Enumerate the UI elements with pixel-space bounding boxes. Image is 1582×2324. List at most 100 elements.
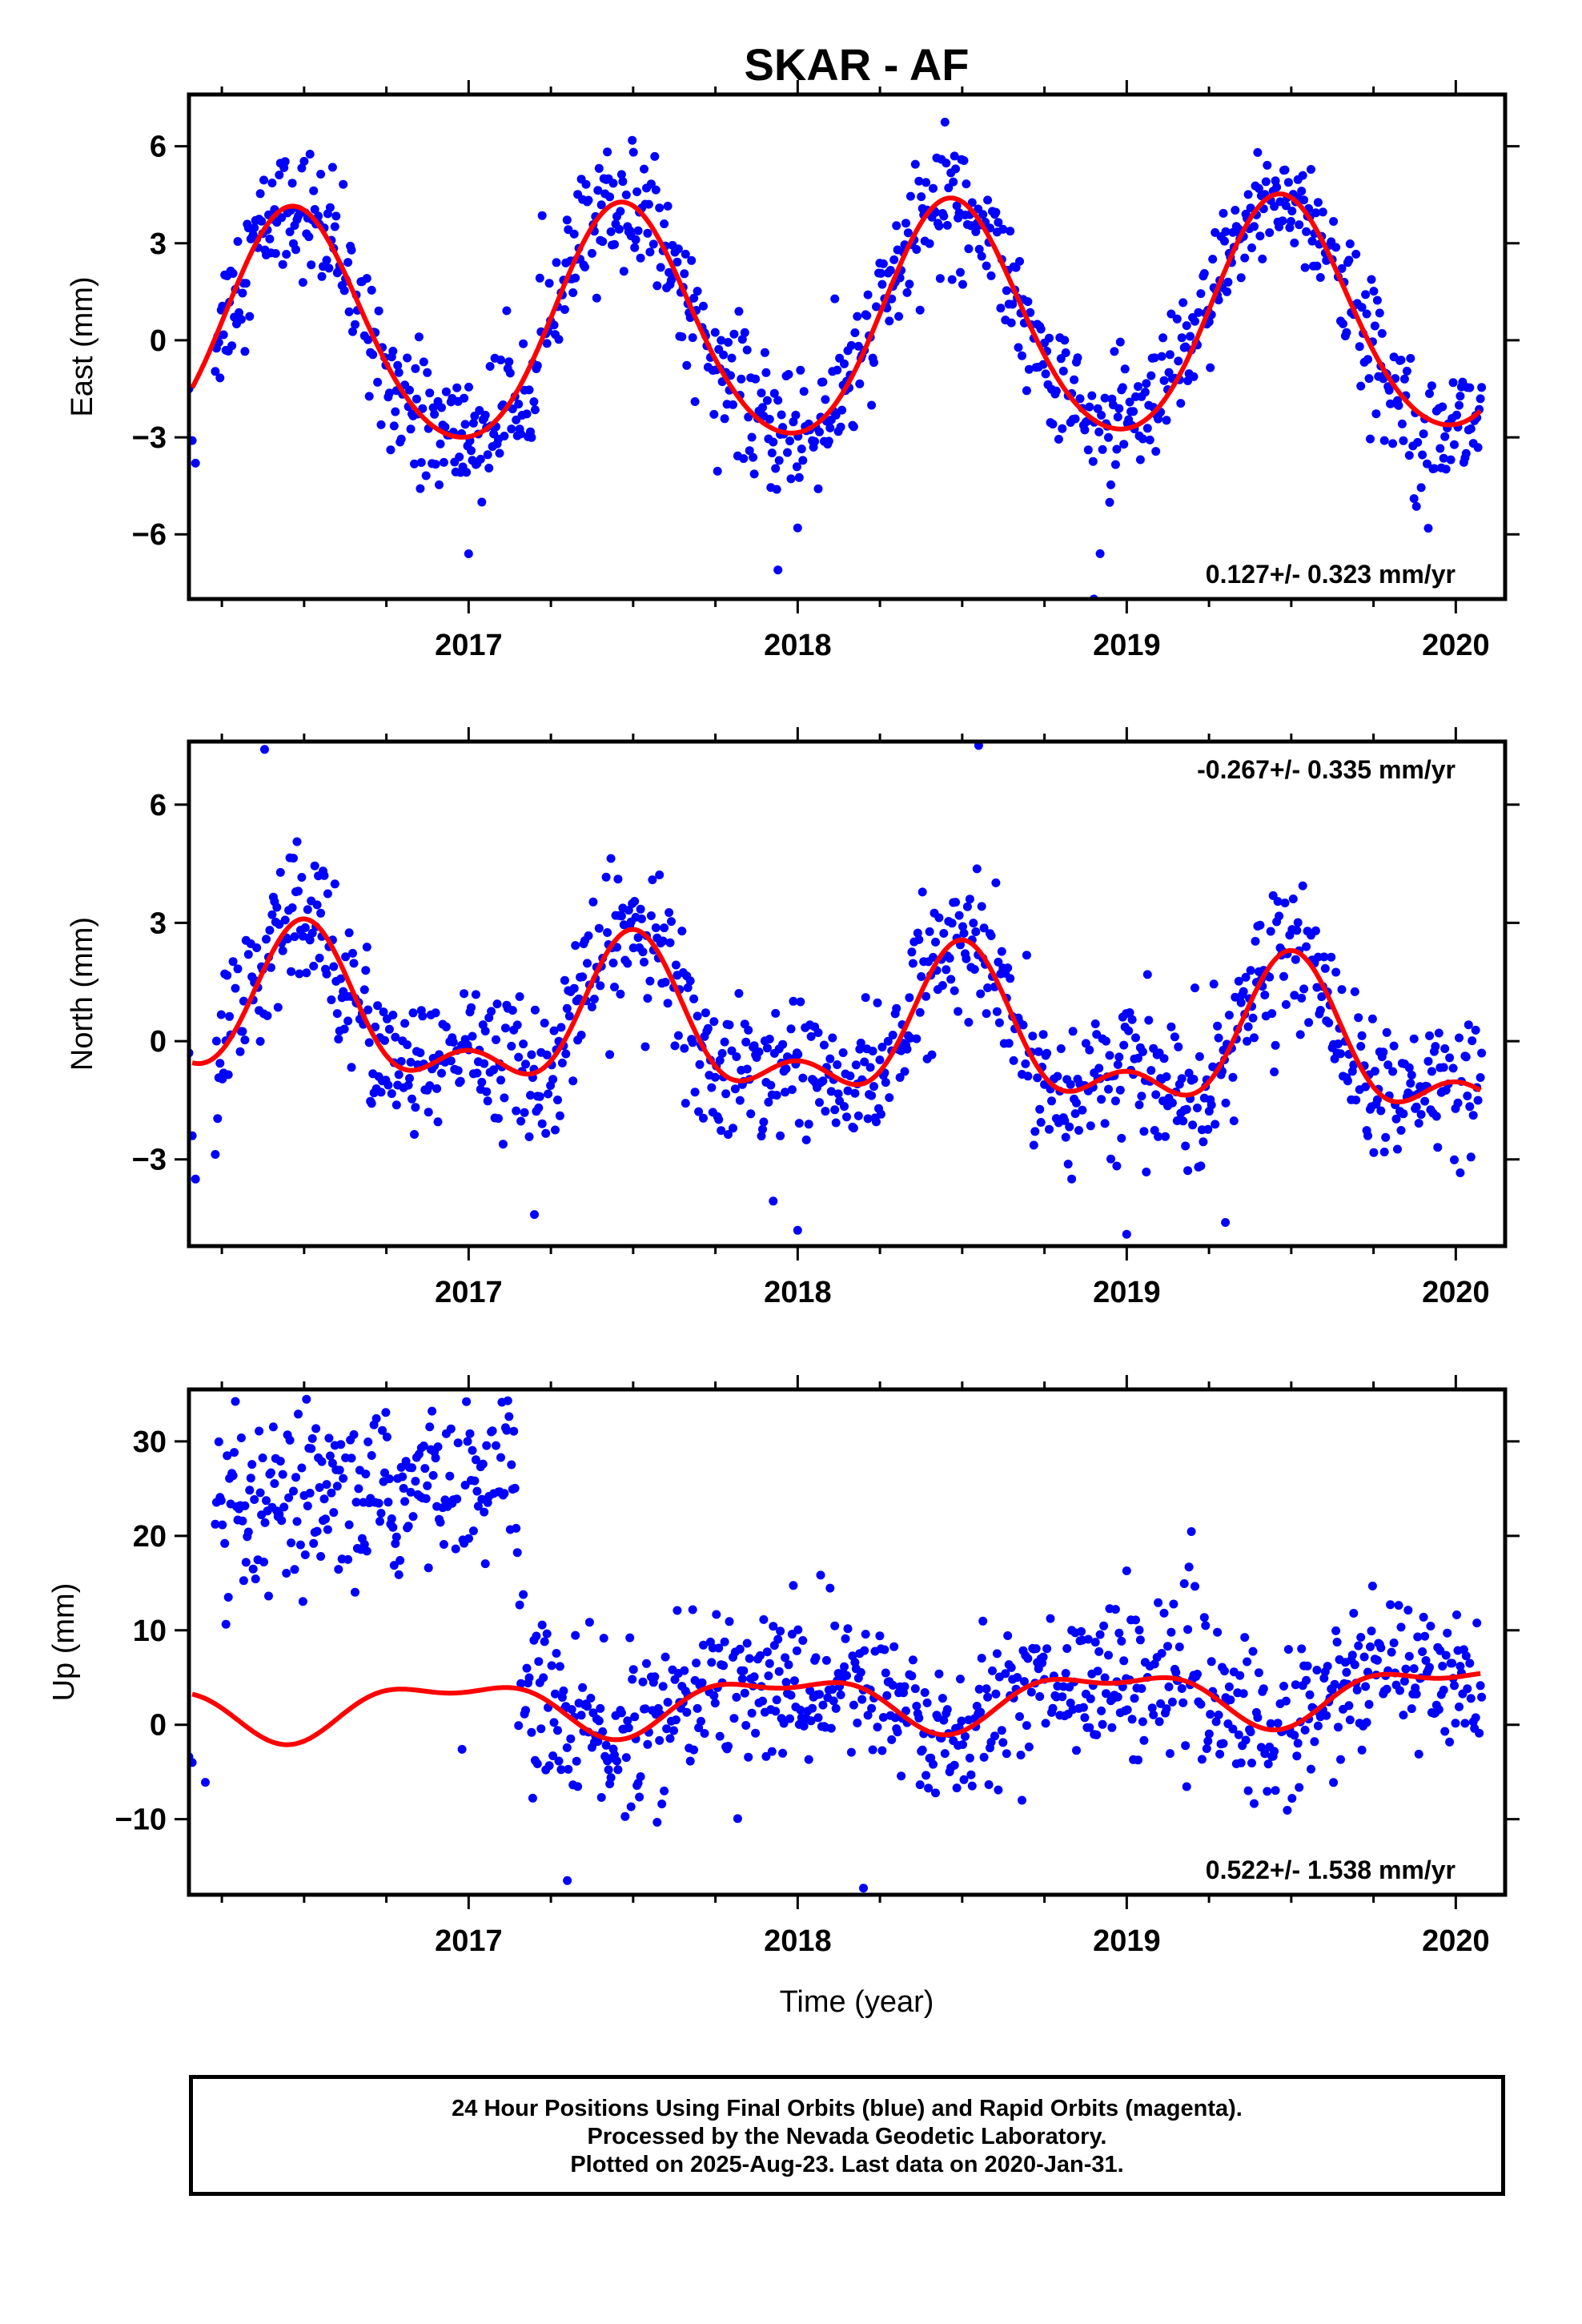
data-point <box>614 224 624 234</box>
data-point <box>1311 208 1320 218</box>
data-point <box>643 228 652 238</box>
data-point <box>860 1646 869 1655</box>
data-point <box>811 1653 821 1663</box>
data-point <box>1196 1699 1206 1709</box>
data-point <box>1090 1638 1100 1647</box>
data-point <box>1382 1027 1391 1037</box>
data-point <box>1384 385 1394 395</box>
data-point <box>996 304 1006 313</box>
data-point <box>492 1035 500 1044</box>
data-point <box>1280 165 1290 175</box>
y-axis-label-north: North (mm) <box>66 917 99 1071</box>
data-point <box>958 922 967 931</box>
data-point <box>432 1084 442 1093</box>
y-tick-label: 30 <box>133 1425 167 1459</box>
data-point <box>1344 1701 1354 1711</box>
data-point <box>997 947 1006 956</box>
data-point <box>468 418 478 428</box>
data-point <box>1293 918 1303 927</box>
data-point <box>1094 427 1104 436</box>
footer-caption-box: 24 Hour Positions Using Final Orbits (bl… <box>189 2075 1505 2196</box>
data-point <box>1272 183 1282 192</box>
data-point <box>524 1132 534 1141</box>
data-point <box>514 1721 524 1731</box>
data-point <box>897 1771 906 1781</box>
data-point <box>643 994 652 1003</box>
data-point <box>464 1534 473 1543</box>
data-point <box>1162 1704 1171 1714</box>
data-point <box>695 1059 705 1069</box>
data-point <box>307 928 317 938</box>
data-point <box>1223 287 1231 296</box>
data-point <box>431 460 440 469</box>
data-point <box>433 1117 443 1127</box>
data-point <box>836 422 845 432</box>
data-point <box>455 452 464 462</box>
data-point <box>673 1031 683 1040</box>
data-point <box>406 1057 416 1067</box>
data-point <box>863 1114 873 1124</box>
data-point <box>1425 1663 1434 1672</box>
data-point <box>1144 1015 1154 1025</box>
data-point <box>1307 236 1317 246</box>
data-point <box>660 219 669 228</box>
data-point <box>227 341 237 351</box>
data-point <box>364 392 374 401</box>
data-point <box>522 409 532 419</box>
data-point <box>601 1740 611 1750</box>
data-point <box>701 1008 710 1018</box>
data-point <box>856 1038 865 1047</box>
data-point <box>1243 1022 1253 1031</box>
data-point <box>223 1070 233 1080</box>
data-point <box>792 1646 801 1655</box>
data-point <box>1183 1625 1193 1634</box>
data-point <box>1002 1749 1011 1759</box>
data-point <box>840 359 849 368</box>
data-point <box>1097 1095 1106 1104</box>
data-point <box>1465 1102 1475 1112</box>
data-point <box>396 1462 406 1472</box>
data-point <box>630 243 640 252</box>
data-point <box>1231 206 1240 215</box>
y-tick-label: −6 <box>132 518 167 552</box>
data-point <box>514 400 524 409</box>
data-point <box>959 156 969 165</box>
data-point <box>275 867 285 877</box>
data-point <box>868 1745 877 1755</box>
data-point <box>687 255 697 265</box>
data-points-north <box>189 742 1487 1239</box>
data-point <box>578 972 588 982</box>
data-point <box>1165 1749 1174 1759</box>
data-point <box>1247 243 1256 252</box>
data-point <box>1431 1042 1440 1051</box>
data-point <box>382 1432 391 1441</box>
data-point-outlier <box>563 1876 572 1885</box>
data-point <box>850 1088 860 1098</box>
data-point <box>376 1088 386 1097</box>
data-point <box>1013 1673 1022 1683</box>
data-point <box>1026 1687 1036 1697</box>
data-point <box>1419 1612 1428 1622</box>
data-point <box>498 1140 508 1149</box>
data-point <box>1411 1102 1421 1112</box>
data-point <box>1098 444 1107 454</box>
data-point <box>1354 1641 1363 1651</box>
data-point <box>1087 391 1097 400</box>
data-point <box>500 1489 509 1498</box>
data-point <box>1203 1124 1213 1134</box>
data-point <box>938 1694 947 1703</box>
data-point <box>1352 1685 1362 1695</box>
data-point <box>721 1089 731 1099</box>
data-point <box>1146 1066 1156 1076</box>
data-point <box>892 221 901 231</box>
data-point <box>425 1081 435 1091</box>
data-point <box>305 1489 315 1498</box>
data-point <box>796 365 805 375</box>
data-point <box>568 1076 578 1086</box>
data-point <box>236 315 246 324</box>
data-point <box>478 1459 488 1469</box>
data-point <box>240 1035 250 1045</box>
data-point <box>903 228 913 238</box>
data-point <box>895 1073 905 1082</box>
data-point <box>1364 1699 1374 1709</box>
